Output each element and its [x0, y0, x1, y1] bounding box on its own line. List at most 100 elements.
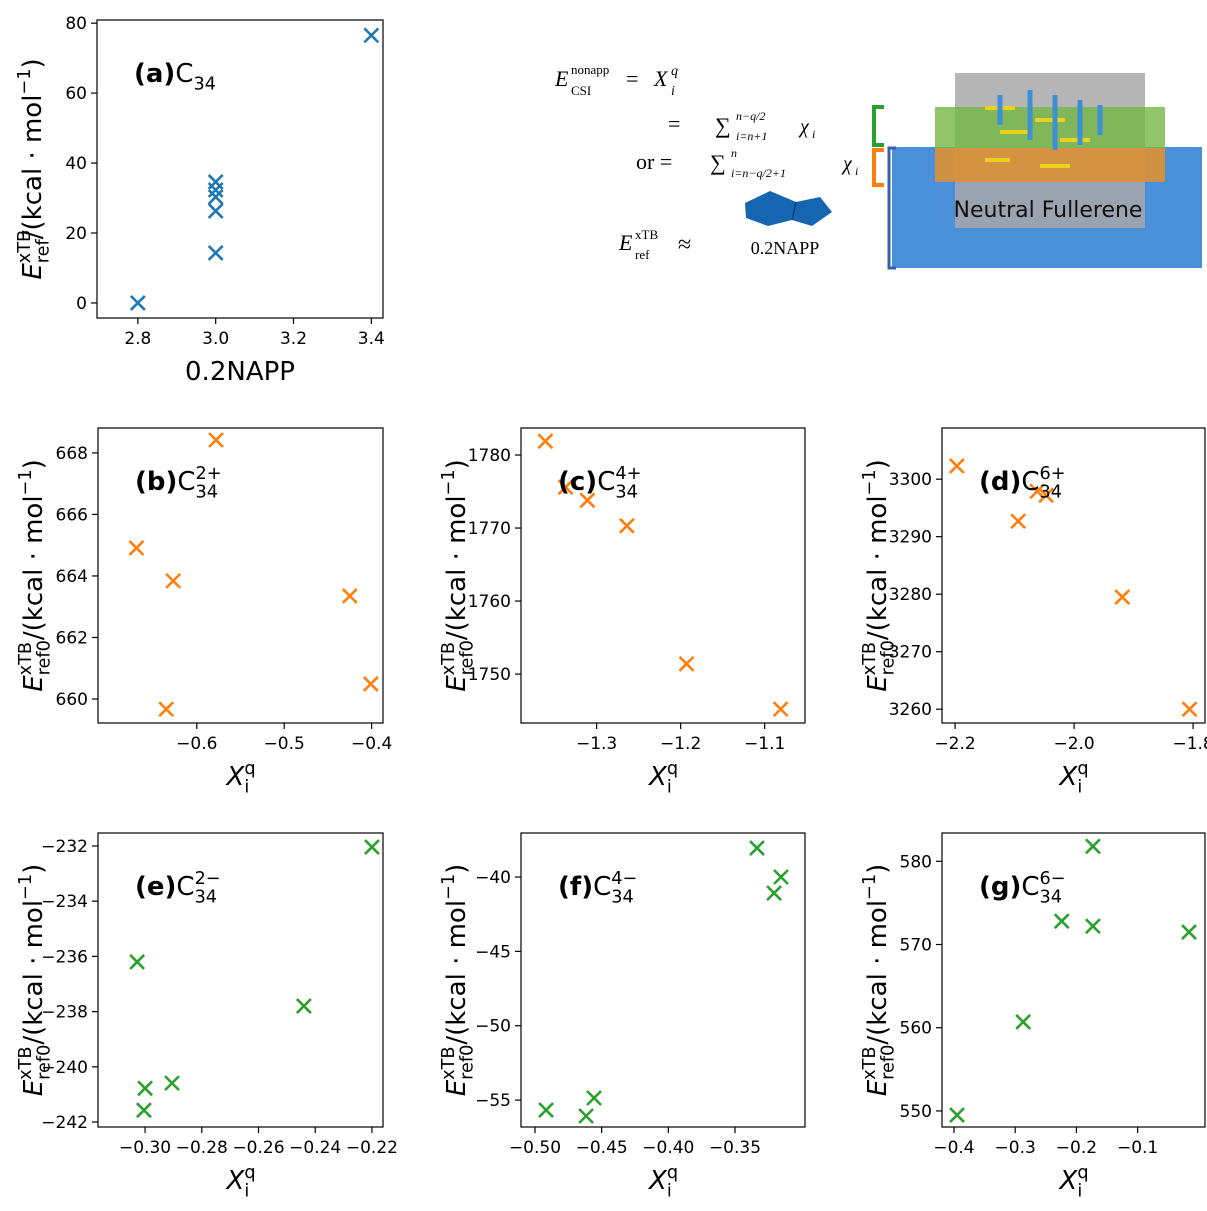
panel-label: (a)C34 [134, 59, 216, 94]
text-part: i [244, 777, 249, 797]
text-part: 34 [196, 482, 219, 502]
y-tick-label: −236 [41, 947, 88, 967]
x-axis-label: Xq i [647, 1163, 678, 1201]
eq-text: i [855, 164, 858, 178]
x-tick-label: −0.28 [176, 1138, 228, 1158]
text-part: ) [442, 864, 472, 874]
panel: −0.4 −0.3 −0.2 −0.1 550 560 570 580 (g)C6− 34 Xq i E… [860, 832, 1206, 1201]
text-part: X [647, 762, 668, 792]
panel: 2.8 3.0 3.2 3.4 0 20 40 60 80 (a)C34 0.2NAPP ExTBre… [15, 14, 385, 387]
eq-text: ∑ [710, 150, 726, 175]
x-tick-label: −1.3 [576, 734, 617, 754]
y-axis-label: ExTBref0/(kcal · mol−1) [860, 864, 898, 1097]
marker [772, 701, 789, 718]
text-part: −1 [16, 469, 36, 495]
text-part: ref [34, 1055, 54, 1080]
marker [1038, 487, 1055, 504]
eq-text: ref [635, 247, 650, 262]
text-part: C [597, 467, 615, 497]
x-axis-label: Xq i [225, 759, 256, 797]
x-tick-label: −0.4 [351, 734, 392, 754]
y-tick-label: 80 [65, 14, 87, 34]
y-tick-label: 60 [65, 84, 87, 104]
x-tick-label: −0.35 [709, 1138, 761, 1158]
text-part: 34 [615, 482, 638, 502]
equations: E nonapp CSI = X q i = ∑ n−q/2 i=n+1 χ i… [554, 62, 858, 262]
fullerene-scheme: Neutral Fullerene [872, 73, 1202, 270]
x-tick-label: −0.5 [264, 734, 305, 754]
text-part: E [18, 263, 48, 280]
text-part: 34 [195, 887, 218, 907]
eq-text: = [668, 111, 680, 136]
text-part: (d) [979, 467, 1021, 497]
eq-text: X [653, 66, 669, 91]
y-tick-label: 668 [56, 444, 88, 464]
panel-label: (c)C4+ 34 [558, 464, 641, 502]
text-part: i [667, 1181, 672, 1201]
x-tick-label: −0.22 [346, 1138, 398, 1158]
y-tick-label: 570 [900, 936, 932, 956]
plot-frame [520, 832, 806, 1128]
marker [137, 1080, 153, 1097]
text-part: q [667, 1163, 678, 1183]
x-tick-label: −2.0 [1053, 734, 1094, 754]
bracket-blue [887, 146, 896, 270]
marker [164, 1075, 180, 1092]
y-tick-label: 664 [56, 567, 88, 587]
y-tick-label: 3290 [889, 528, 932, 548]
eq-text: n [731, 146, 737, 160]
text-part: −1 [439, 874, 459, 900]
text-part: E [442, 1079, 472, 1096]
text-part: C [1021, 467, 1039, 497]
text-part: 0 [878, 1045, 898, 1056]
marker [208, 432, 224, 448]
eq-text: ≈ [678, 232, 691, 258]
marker [362, 676, 379, 692]
marker [749, 840, 765, 856]
y-tick-label: 0 [76, 294, 87, 314]
text-part: (c) [558, 467, 597, 497]
marker [207, 203, 224, 219]
text-part: 0 [457, 1045, 477, 1056]
y-tick-label: −45 [475, 942, 511, 962]
eq-text: χ [798, 116, 810, 138]
y-tick-label: 3300 [889, 470, 932, 490]
text-part: /(kcal · mol [19, 495, 49, 640]
text-part: i [1077, 777, 1082, 797]
x-tick-label: −0.4 [933, 1138, 974, 1158]
text-part: −1 [860, 469, 880, 495]
panel: −1.3 −1.2 −1.1 1750 1760 1770 1780 (c)C4+ 34 Xq i E… [439, 427, 806, 797]
marker [948, 458, 965, 474]
panel: −0.6 −0.5 −0.4 660 662 664 666 668 (b)C2+ 34 Xq i Ex… [16, 427, 392, 797]
text-part: X [225, 1166, 246, 1196]
text-part: i [667, 777, 672, 797]
marker [1085, 838, 1101, 855]
text-part: C [1021, 872, 1039, 902]
text-part: i [244, 1181, 249, 1201]
text-part: ) [863, 459, 893, 469]
text-part: q [244, 1163, 255, 1183]
panel-label: (f)C4− 34 [558, 869, 637, 907]
text-part: 34 [611, 887, 634, 907]
y-tick-label: −242 [41, 1113, 88, 1133]
molecule-label: 0.2NAPP [751, 238, 820, 258]
panel-label: (e)C2− 34 [135, 869, 221, 907]
y-tick-label: 1750 [468, 665, 511, 685]
eq-text: i [812, 127, 815, 141]
text-part: −1 [860, 874, 880, 900]
molecule-icon [745, 191, 832, 226]
panel-label: (b)C2+ 34 [135, 464, 222, 502]
eq-text: n−q/2 [736, 109, 765, 123]
x-axis-label: Xq i [1058, 759, 1089, 797]
x-tick-label: 2.8 [124, 329, 151, 349]
marker [136, 1102, 152, 1119]
text-part: ) [442, 459, 472, 469]
text-part: q [667, 759, 678, 779]
x-axis-label: Xq i [1058, 1163, 1089, 1201]
marker [128, 540, 145, 556]
eq-text: q [671, 64, 678, 79]
text-part: ) [19, 459, 49, 469]
text-part: (e) [135, 872, 176, 902]
y-tick-label: 666 [56, 505, 88, 525]
y-tick-label: 40 [65, 154, 87, 174]
